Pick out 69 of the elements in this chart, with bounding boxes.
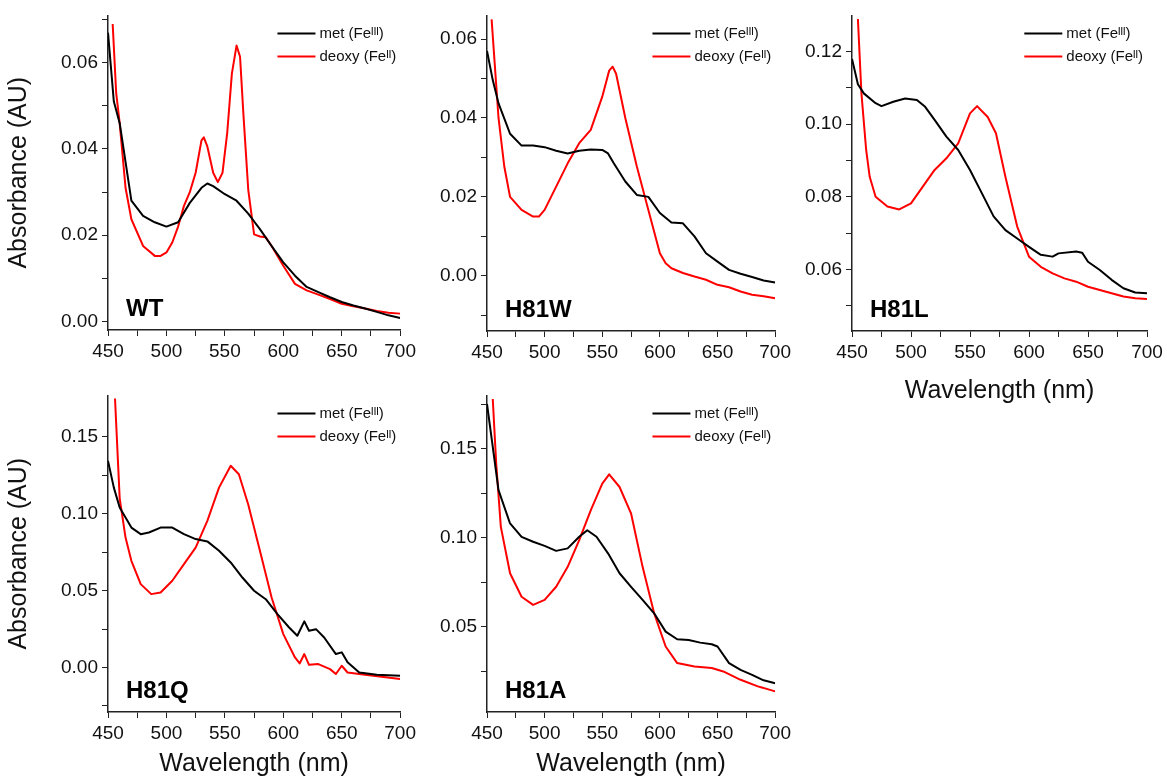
legend-label: deoxy (Feᴵᴵ) bbox=[1066, 46, 1143, 64]
x-tick-label: 700 bbox=[384, 721, 416, 743]
annotation: H81L bbox=[870, 295, 929, 322]
legend-label: deoxy (Feᴵᴵ) bbox=[694, 426, 772, 444]
x-tick-label: 650 bbox=[701, 340, 734, 362]
x-tick-label: 650 bbox=[701, 721, 734, 743]
legend-label: met (Feᴵᴵᴵ) bbox=[1066, 23, 1131, 41]
x-tick-label: 600 bbox=[267, 721, 300, 743]
y-tick-label: 0.05 bbox=[61, 578, 98, 600]
x-tick-label: 700 bbox=[1131, 340, 1163, 362]
x-tick-label: 500 bbox=[528, 721, 561, 743]
y-tick-label: 0.06 bbox=[440, 27, 477, 49]
x-tick-label: 700 bbox=[384, 339, 416, 361]
x-axis-title: Wavelength (nm) bbox=[904, 374, 1095, 403]
y-axis-title: Absorbance (AU) bbox=[2, 457, 31, 650]
annotation: H81Q bbox=[126, 676, 189, 703]
x-tick-label: 650 bbox=[325, 721, 358, 743]
x-tick-label: 550 bbox=[209, 339, 241, 361]
legend-label: met (Feᴵᴵᴵ) bbox=[319, 403, 384, 421]
x-tick-label: 450 bbox=[92, 339, 124, 361]
y-tick-label: 0.10 bbox=[440, 525, 477, 547]
annotation: H81A bbox=[505, 676, 567, 703]
x-tick-label: 500 bbox=[150, 721, 183, 743]
legend-label: met (Feᴵᴵᴵ) bbox=[694, 403, 759, 421]
annotation: WT bbox=[126, 294, 164, 321]
y-tick-label: 0.00 bbox=[61, 655, 98, 677]
y-tick-label: 0.00 bbox=[440, 264, 477, 285]
y-tick-label: 0.08 bbox=[805, 185, 842, 207]
y-tick-label: 0.04 bbox=[440, 106, 478, 128]
x-tick-label: 600 bbox=[1013, 340, 1045, 362]
x-tick-label: 450 bbox=[92, 721, 124, 743]
x-tick-label: 550 bbox=[209, 721, 241, 743]
y-tick-label: 0.02 bbox=[61, 223, 98, 245]
x-tick-label: 450 bbox=[471, 721, 503, 743]
x-tick-label: 450 bbox=[471, 340, 503, 362]
x-tick-label: 650 bbox=[325, 339, 358, 361]
y-tick-label: 0.10 bbox=[805, 112, 842, 134]
x-tick-label: 500 bbox=[528, 340, 561, 362]
legend-label: deoxy (Feᴵᴵ) bbox=[319, 426, 397, 444]
y-tick-label: 0.00 bbox=[61, 309, 98, 331]
x-tick-label: 500 bbox=[895, 340, 927, 362]
legend-label: deoxy (Feᴵᴵ) bbox=[694, 46, 772, 64]
x-tick-label: 600 bbox=[267, 339, 300, 361]
y-tick-label: 0.15 bbox=[440, 436, 477, 458]
y-tick-label: 0.15 bbox=[61, 425, 98, 447]
x-tick-label: 600 bbox=[644, 340, 676, 362]
legend-label: met (Feᴵᴵᴵ) bbox=[319, 23, 384, 41]
x-tick-label: 550 bbox=[586, 340, 619, 362]
x-tick-label: 500 bbox=[150, 339, 183, 361]
annotation: H81W bbox=[505, 295, 573, 322]
legend-label: deoxy (Feᴵᴵ) bbox=[319, 46, 397, 64]
y-tick-label: 0.06 bbox=[61, 51, 98, 73]
x-tick-label: 650 bbox=[1072, 340, 1104, 362]
x-tick-label: 550 bbox=[586, 721, 619, 743]
x-tick-label: 450 bbox=[836, 340, 868, 362]
y-tick-label: 0.02 bbox=[440, 185, 477, 207]
y-tick-label: 0.12 bbox=[805, 39, 842, 61]
x-tick-label: 600 bbox=[644, 721, 676, 743]
x-axis-title: Wavelength (nm) bbox=[536, 747, 726, 776]
y-tick-label: 0.05 bbox=[440, 614, 477, 636]
y-tick-label: 0.06 bbox=[805, 257, 842, 279]
y-tick-label: 0.10 bbox=[61, 501, 98, 523]
legend-label: met (Feᴵᴵᴵ) bbox=[694, 23, 759, 41]
x-tick-label: 700 bbox=[759, 340, 791, 362]
y-axis-title: Absorbance (AU) bbox=[2, 76, 31, 269]
x-tick-label: 700 bbox=[759, 721, 791, 743]
x-tick-label: 550 bbox=[954, 340, 986, 362]
x-axis-title: Wavelength (nm) bbox=[159, 747, 349, 776]
y-tick-label: 0.04 bbox=[61, 137, 99, 159]
